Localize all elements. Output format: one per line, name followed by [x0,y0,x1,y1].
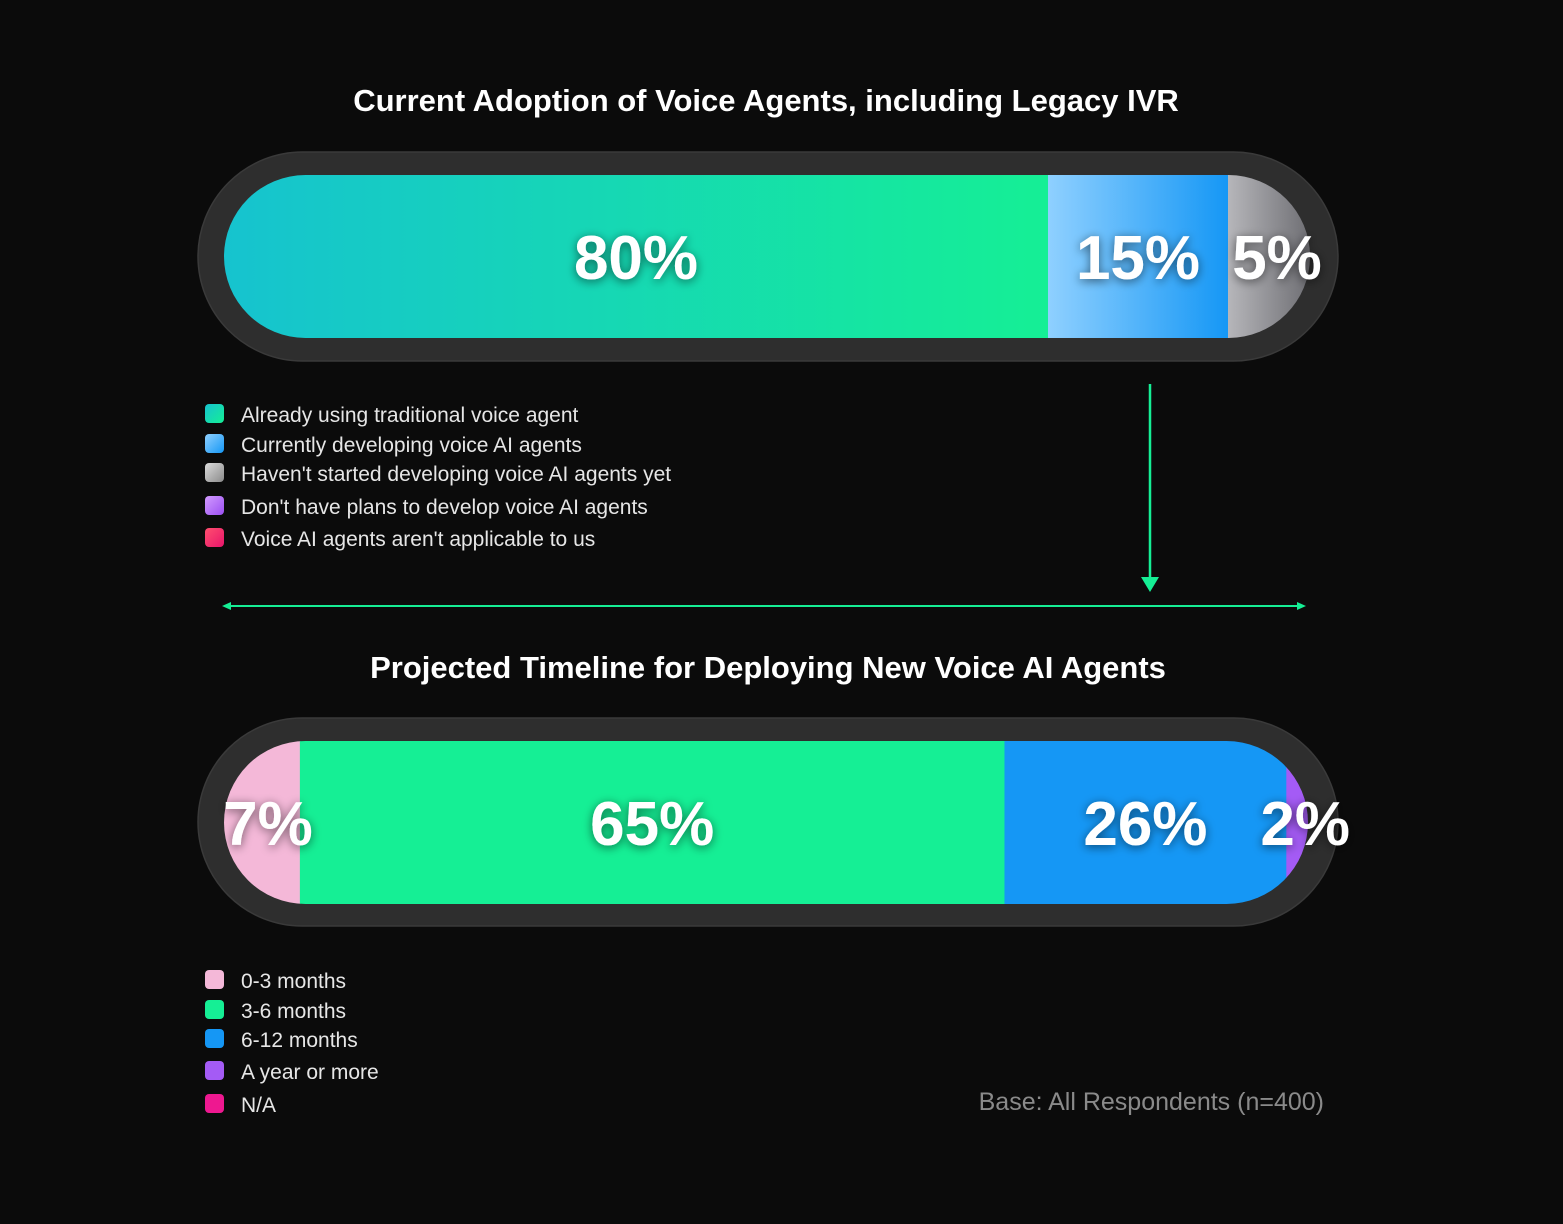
adoption-legend-label: Voice AI agents aren't applicable to us [241,528,595,551]
adoption-legend-label: Currently developing voice AI agents [241,434,582,457]
timeline-segment-2-label: 65% [590,790,714,859]
adoption-legend-item: Haven't started developing voice AI agen… [205,463,671,486]
timeline-legend-item: 3-6 months [205,1000,346,1023]
timeline-legend-item: N/A [205,1094,276,1117]
timeline-legend-label: A year or more [241,1061,379,1084]
timeline-legend-swatch [205,1061,224,1080]
divider-left-arrow-icon [222,602,231,610]
timeline-segment-3-label: 26% [1083,790,1207,859]
timeline-chart-title: Projected Timeline for Deploying New Voi… [370,650,1166,685]
adoption-chart-title: Current Adoption of Voice Agents, includ… [353,83,1179,118]
timeline-segment-3 [1004,741,1287,904]
adoption-legend-swatch [205,528,224,547]
adoption-segment-2 [1048,175,1229,338]
timeline-chart: Projected Timeline for Deploying New Voi… [197,650,1350,1117]
timeline-legend-label: 0-3 months [241,970,346,993]
timeline-legend-label: N/A [241,1094,276,1117]
adoption-segment-1 [224,175,1049,338]
adoption-legend-swatch [205,496,224,515]
timeline-legend-item: A year or more [205,1061,379,1084]
connector-down-arrow-icon [1141,577,1159,592]
connector [222,384,1306,610]
adoption-segment-2-label: 15% [1076,224,1200,293]
timeline-legend-swatch [205,1000,224,1019]
timeline-legend-label: 6-12 months [241,1029,358,1052]
adoption-legend-swatch [205,463,224,482]
timeline-segment-1-label: 7% [223,790,313,859]
adoption-legend-swatch [205,434,224,453]
adoption-legend-item: Voice AI agents aren't applicable to us [205,528,595,551]
adoption-stacked-bar: 80% 15% 5% [224,175,1322,338]
adoption-legend-item: Currently developing voice AI agents [205,434,582,457]
adoption-legend-item: Don't have plans to develop voice AI age… [205,496,648,519]
timeline-legend-label: 3-6 months [241,1000,346,1023]
adoption-segment-3-label: 5% [1232,224,1322,293]
adoption-legend-swatch [205,404,224,423]
timeline-stacked-bar: 7% 65% 26% 2% [223,741,1350,904]
timeline-legend: 0-3 months 3-6 months 6-12 months A year or… [205,970,379,1117]
adoption-chart: Current Adoption of Voice Agents, includ… [197,83,1339,551]
base-footnote: Base: All Respondents (n=400) [979,1088,1324,1116]
timeline-legend-item: 6-12 months [205,1029,358,1052]
adoption-legend-label: Haven't started developing voice AI agen… [241,463,671,486]
adoption-legend: Already using traditional voice agent Cur… [205,404,671,551]
timeline-segment-2 [299,741,1005,904]
adoption-legend-label: Already using traditional voice agent [241,404,579,427]
timeline-segments [224,741,1308,904]
timeline-segment-4-label: 2% [1260,790,1350,859]
timeline-legend-swatch [205,970,224,989]
divider-right-arrow-icon [1297,602,1306,610]
adoption-legend-item: Already using traditional voice agent [205,404,579,427]
timeline-legend-item: 0-3 months [205,970,346,993]
timeline-legend-swatch [205,1094,224,1113]
adoption-segment-1-label: 80% [574,224,698,293]
timeline-legend-swatch [205,1029,224,1048]
adoption-legend-label: Don't have plans to develop voice AI age… [241,496,648,519]
